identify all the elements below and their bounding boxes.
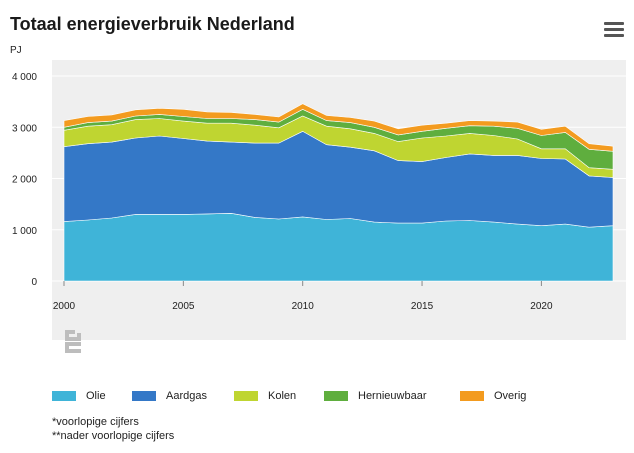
y-tick-label-2000: 2 000 <box>12 175 37 186</box>
x-axis-ticks: 2000 2005 2010 2015 2020 <box>53 281 553 312</box>
x-tick-label-2000: 2000 <box>53 301 76 312</box>
legend-item-overig[interactable]: Overig <box>460 390 526 402</box>
legend-item-hernieuwbaar[interactable]: Hernieuwbaar <box>324 390 426 402</box>
legend-swatch <box>234 391 258 402</box>
footnote-further-preliminary: **nader voorlopige cijfers <box>52 430 175 442</box>
hamburger-menu-icon[interactable] <box>604 22 624 38</box>
legend-item-olie[interactable]: Olie <box>52 390 106 402</box>
legend-swatch <box>460 391 484 402</box>
legend-label: Olie <box>86 390 106 403</box>
legend-swatch <box>132 391 156 402</box>
x-tick-label-2010: 2010 <box>292 301 315 312</box>
x-tick-label-2015: 2015 <box>411 301 434 312</box>
cbs-logo-icon <box>65 330 81 353</box>
legend-label: Hernieuwbaar <box>358 390 427 403</box>
y-axis-ticks: 0 1 000 2 000 3 000 4 000 <box>12 72 37 288</box>
area-series <box>63 103 614 282</box>
y-tick-label-1000: 1 000 <box>12 226 37 237</box>
legend-label: Aardgas <box>166 390 207 403</box>
x-tick-label-2020: 2020 <box>530 301 553 312</box>
legend-swatch <box>52 391 76 402</box>
y-axis-unit-label: PJ <box>10 45 22 56</box>
y-tick-label-3000: 3 000 <box>12 123 37 134</box>
footnote-preliminary: *voorlopige cijfers <box>52 416 139 428</box>
legend-item-aardgas[interactable]: Aardgas <box>132 390 207 402</box>
x-tick-label-2005: 2005 <box>172 301 195 312</box>
page-title: Totaal energieverbruik Nederland <box>10 14 295 34</box>
y-tick-label-4000: 4 000 <box>12 72 37 83</box>
legend-swatch <box>324 391 348 402</box>
y-tick-label-0: 0 <box>31 277 37 288</box>
legend-item-kolen[interactable]: Kolen <box>234 390 296 402</box>
legend-label: Kolen <box>268 390 297 403</box>
area-overig[interactable] <box>63 103 614 152</box>
legend-label: Overig <box>494 390 527 403</box>
